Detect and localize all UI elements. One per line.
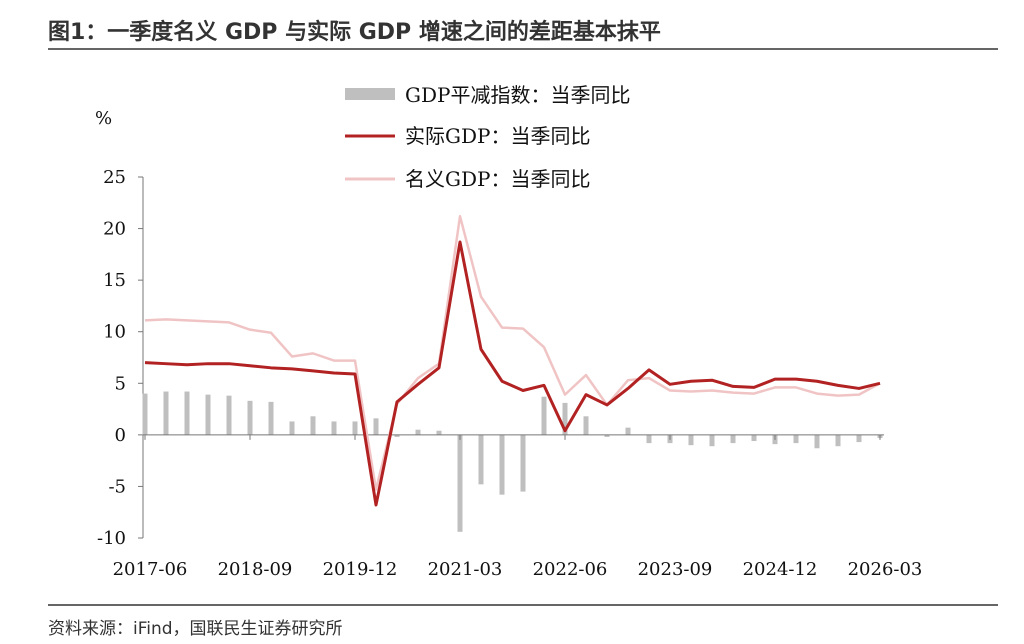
bar-deflator: [814, 434, 820, 449]
bar-deflator: [142, 393, 148, 435]
y-tick-label: 5: [115, 373, 126, 394]
x-tick-label: 2021-03: [428, 559, 503, 580]
x-tick-label: 2018-09: [218, 559, 293, 580]
bar-deflator: [268, 401, 274, 435]
x-tick-label: 2023-09: [638, 559, 713, 580]
bar-deflator: [247, 400, 253, 435]
bar-deflator: [583, 416, 589, 435]
bar-deflator: [856, 434, 862, 443]
y-tick-label: 20: [103, 219, 126, 240]
bar-deflator: [457, 434, 463, 532]
bar-deflator: [289, 421, 295, 435]
bar-deflator: [688, 434, 694, 446]
bar-deflator: [793, 434, 799, 444]
bar-deflator: [163, 391, 169, 435]
bar-deflator: [205, 394, 211, 435]
y-tick-label: -5: [108, 476, 126, 497]
bar-deflator: [646, 434, 652, 444]
legend-label: 实际GDP：当季同比: [405, 124, 590, 148]
bar-deflator: [310, 416, 316, 435]
y-axis-unit: %: [95, 108, 112, 129]
footer-divider: [48, 604, 998, 606]
bar-deflator: [562, 402, 568, 435]
bar-deflator: [436, 430, 442, 435]
x-tick-label: 2024-12: [743, 559, 818, 580]
bar-deflator: [184, 391, 190, 435]
bar-deflator: [478, 434, 484, 485]
legend-label: 名义GDP：当季同比: [405, 167, 590, 191]
y-tick-label: -10: [97, 528, 126, 549]
source-note: 资料来源：iFind，国联民生证券研究所: [48, 619, 343, 639]
title-divider: [48, 48, 998, 50]
line-nominal-gdp: [144, 214, 881, 491]
bar-deflator: [730, 434, 736, 444]
bar-deflator: [394, 434, 400, 437]
figure-title: 图1：一季度名义 GDP 与实际 GDP 增速之间的差距基本抹平: [48, 20, 661, 45]
x-tick-label: 2026-03: [848, 559, 923, 580]
bar-deflator: [751, 434, 757, 442]
bar-deflator: [604, 434, 610, 437]
y-tick-label: 15: [103, 270, 126, 291]
y-tick-label: 0: [115, 425, 126, 446]
bar-deflator: [541, 396, 547, 435]
bar-deflator: [499, 434, 505, 495]
line-real-gdp: [144, 240, 881, 507]
bar-deflator: [415, 429, 421, 435]
bar-deflator: [835, 434, 841, 447]
x-tick-label: 2019-12: [323, 559, 398, 580]
bar-deflator: [373, 418, 379, 435]
bar-deflator: [331, 421, 337, 435]
bar-deflator: [352, 421, 358, 435]
bar-deflator: [709, 434, 715, 447]
x-tick-label: 2017-06: [113, 559, 188, 580]
bar-deflator: [625, 427, 631, 435]
x-tick-label: 2022-06: [533, 559, 608, 580]
legend-label: GDP平减指数：当季同比: [405, 83, 630, 107]
chart: -10 -5 0 5 10 15 20 25% 2017-06 2018-09 2019-12 202…: [95, 83, 923, 580]
legend-swatch: [345, 88, 395, 100]
bar-deflator: [520, 434, 526, 492]
y-tick-label: 10: [103, 322, 126, 343]
bar-deflator: [226, 395, 232, 435]
y-tick-label: 25: [103, 167, 126, 188]
